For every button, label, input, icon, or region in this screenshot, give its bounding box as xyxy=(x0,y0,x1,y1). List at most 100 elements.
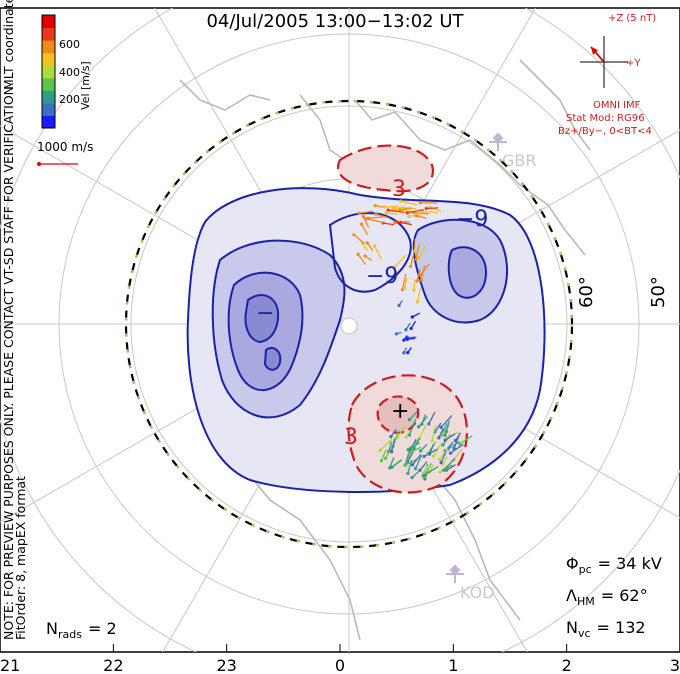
contour-labels: 3 −9 −9 − + 3 xyxy=(256,177,488,450)
velocity-vector-origin xyxy=(418,273,423,277)
velocity-vector xyxy=(446,464,456,471)
velocity-vector-origin xyxy=(356,252,360,256)
velocity-vector xyxy=(383,222,395,226)
velocity-vector xyxy=(389,457,395,469)
velocity-vector xyxy=(422,211,438,214)
velocity-vector-origin xyxy=(430,439,434,443)
velocity-vector xyxy=(411,440,419,450)
velocity-vector-origin xyxy=(399,199,403,203)
velocity-vector-origin xyxy=(393,220,397,224)
station-label-kod: KOD xyxy=(460,583,495,602)
scale-vector-label: 1000 m/s xyxy=(37,140,93,154)
velocity-vector-origin xyxy=(419,449,423,453)
velocity-vector xyxy=(362,216,370,228)
x-axis-tick-label: 23 xyxy=(216,656,236,674)
velocity-vector xyxy=(413,211,429,215)
velocity-vector-origin xyxy=(386,208,390,212)
velocity-vector-origin xyxy=(388,440,392,444)
velocity-vector-origin xyxy=(448,451,453,455)
velocity-vector-origin xyxy=(431,454,436,458)
velocity-vector xyxy=(428,443,435,455)
velocity-vector-origin xyxy=(417,256,421,260)
velocity-vector-origin xyxy=(443,433,447,437)
velocity-vector-origin xyxy=(439,460,443,465)
map-statistics: Φpc = 34 kV ΛHM = 62° Nvc = 132 Nrads = 2 xyxy=(46,554,662,641)
velocity-vector-origin xyxy=(391,207,395,211)
velocity-vector xyxy=(396,426,405,438)
n-rads-stat: Nrads = 2 xyxy=(46,619,117,641)
velocity-vector-origin xyxy=(422,473,426,477)
velocity-vector xyxy=(368,215,386,219)
velocity-vector xyxy=(419,263,430,276)
velocity-vector xyxy=(426,207,439,210)
velocity-vector-origin xyxy=(374,212,378,216)
velocity-vector-origin xyxy=(419,278,423,282)
colorbar-swatch xyxy=(42,65,55,79)
velocity-vector-origin xyxy=(418,201,422,205)
velocity-vector-origin xyxy=(443,438,447,442)
velocity-vector-origin xyxy=(406,471,410,475)
velocity-vector-origin xyxy=(453,438,458,443)
velocity-vector xyxy=(416,215,427,219)
velocity-vector-origin xyxy=(393,265,397,269)
velocity-vector xyxy=(440,415,453,428)
x-axis-tick-label: 0 xyxy=(335,656,345,674)
latitude-labels: 60° 50° xyxy=(576,276,669,308)
velocity-vector xyxy=(434,422,442,433)
velocity-vector xyxy=(407,209,424,214)
velocity-vector xyxy=(415,244,420,260)
velocity-vector-origin xyxy=(402,338,406,342)
velocity-vector-origin xyxy=(405,211,409,215)
pole-marker xyxy=(340,317,358,335)
velocity-vector-origin xyxy=(383,456,388,460)
velocity-vector-origin xyxy=(422,454,426,459)
x-axis-tick-label: 22 xyxy=(103,656,123,674)
boundary-vectors xyxy=(124,99,574,549)
velocity-vector xyxy=(431,425,437,441)
velocity-vector xyxy=(401,273,407,290)
contour-label: + xyxy=(391,399,409,424)
velocity-vector-origin xyxy=(389,434,393,439)
velocity-vector-origin xyxy=(442,468,446,472)
velocity-vector xyxy=(418,424,427,439)
station-markers: GBR KOD xyxy=(446,132,537,602)
contour-label: −9 xyxy=(456,207,488,232)
velocity-vector-origin xyxy=(398,208,402,212)
colorbar-tick: 600 xyxy=(59,38,80,51)
velocity-vector-origin xyxy=(384,211,388,215)
velocity-vector xyxy=(440,451,447,463)
n-vc-stat: Nvc = 132 xyxy=(566,618,646,640)
velocity-vector xyxy=(358,210,374,214)
colorbar-swatch xyxy=(42,77,55,91)
velocity-vector-origin xyxy=(361,214,366,219)
latitude-label-50: 50° xyxy=(648,276,669,308)
velocity-vector xyxy=(439,447,449,460)
velocity-vector xyxy=(444,433,456,441)
velocity-vector xyxy=(375,213,390,219)
velocity-vector xyxy=(447,441,460,450)
velocity-vector-origin xyxy=(407,433,412,437)
velocity-vector-origin xyxy=(412,288,416,292)
velocity-vector-origin xyxy=(415,279,419,283)
velocity-vector-origin xyxy=(409,326,413,331)
velocity-vector xyxy=(353,234,365,245)
imf-y-label: +Y xyxy=(626,58,641,69)
velocity-vector-origin xyxy=(417,425,421,429)
velocity-vector-origin xyxy=(418,468,422,472)
velocity-vector-origin xyxy=(403,463,407,467)
velocity-vector xyxy=(409,252,415,267)
velocity-vector xyxy=(432,442,443,457)
velocity-vector-origin xyxy=(438,470,442,474)
velocity-vector xyxy=(392,206,405,210)
colorbar-swatch xyxy=(42,15,55,29)
velocity-vector-origin xyxy=(458,442,462,446)
colorbar-scale xyxy=(42,15,55,129)
velocity-vector xyxy=(408,419,417,436)
velocity-vector xyxy=(416,268,421,282)
velocity-vector-origin xyxy=(397,303,401,307)
coordinates-label: MLT coordinates xyxy=(1,0,16,90)
velocity-vector-origin xyxy=(365,241,369,245)
velocity-vector-origin xyxy=(378,448,382,452)
velocity-vector-origin xyxy=(352,233,356,237)
